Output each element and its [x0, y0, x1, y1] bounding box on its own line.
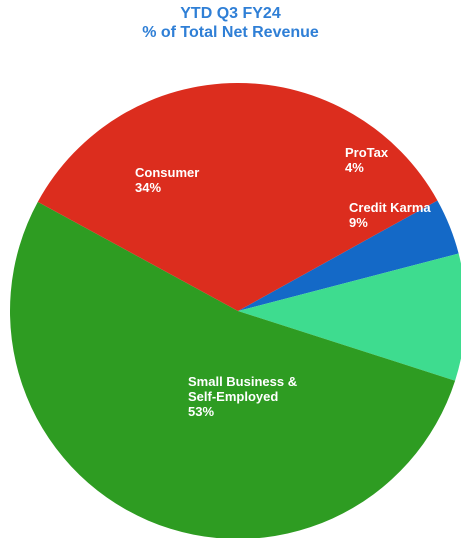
pie-slice [238, 253, 461, 381]
chart-title: YTD Q3 FY24 [180, 5, 281, 22]
slice-label: Credit Karma 9% [349, 200, 431, 230]
slice-label: Small Business & Self-Employed 53% [188, 374, 297, 419]
pie-slice [37, 82, 438, 311]
chart-title-block: YTD Q3 FY24 % of Total Net Revenue [0, 4, 461, 42]
slice-label: Consumer 34% [135, 165, 199, 195]
slice-label: ProTax 4% [345, 145, 389, 175]
chart-subtitle: % of Total Net Revenue [142, 24, 319, 41]
pie-slice [10, 201, 456, 538]
pie-slice [238, 200, 459, 311]
